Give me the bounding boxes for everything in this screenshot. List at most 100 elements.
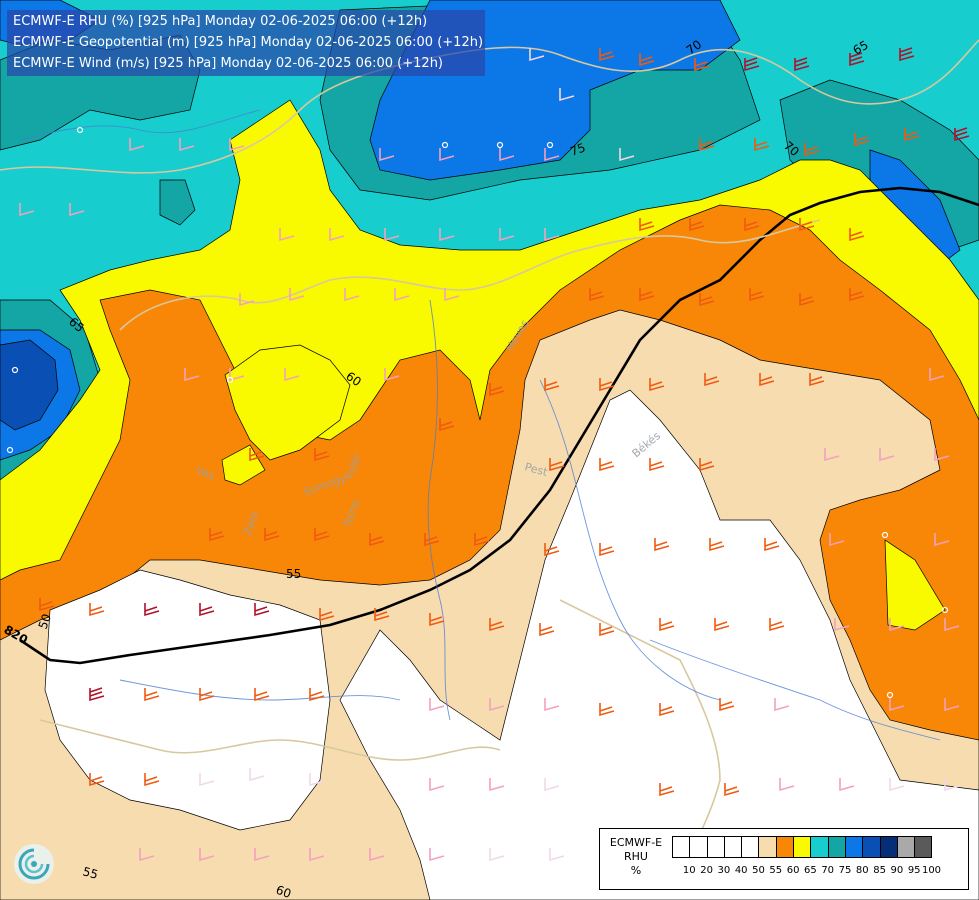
wind-barb-icon (749, 288, 765, 302)
wind-barb-icon (559, 88, 575, 102)
wind-barb-icon (804, 143, 820, 157)
wind-barb-icon (599, 623, 615, 637)
wind-barb-icon (314, 528, 330, 542)
wind-barb-icon (329, 228, 345, 242)
wind-barb-icon (369, 848, 385, 862)
wind-barb-icon (249, 448, 265, 462)
wind-barb-icon (499, 148, 515, 162)
map-title-box: ECMWF-E RHU (%) [925 hPa] Monday 02-06-2… (7, 10, 485, 76)
wind-barb-icon (589, 288, 605, 302)
wind-barb-icon (529, 48, 545, 62)
wind-barb-icon (849, 288, 865, 302)
wind-barb-icon (319, 608, 335, 622)
wind-barb-icon (69, 203, 85, 217)
wind-barb-icon (649, 458, 665, 472)
wind-barb-icon (759, 373, 775, 387)
wind-barb-icon (229, 138, 245, 152)
legend-cell (690, 836, 708, 858)
legend-color-scale (672, 836, 933, 858)
wind-calm-icon (6, 446, 14, 454)
wind-barb-icon (284, 368, 300, 382)
wind-barb-icon (199, 773, 215, 787)
wind-barb-icon (344, 288, 360, 302)
wind-barb-icon (139, 848, 155, 862)
rhu-label-55-bottom: 55 (81, 864, 99, 881)
wind-barb-icon (144, 773, 160, 787)
wind-barb-icon (249, 768, 265, 782)
place-label-pest: Pest (523, 460, 549, 479)
legend-tick-label: 55 (769, 865, 783, 876)
wind-barb-icon (439, 228, 455, 242)
wind-barb-icon (439, 148, 455, 162)
ecmwf-logo-icon (14, 844, 54, 884)
wind-barb-icon (549, 458, 565, 472)
wind-barb-icon (254, 848, 270, 862)
wind-barb-icon (209, 528, 225, 542)
legend-cell (811, 836, 829, 858)
wind-barb-icon (934, 448, 950, 462)
wind-barb-icon (429, 778, 445, 792)
wind-barb-icon (659, 618, 675, 632)
wind-barb-icon (809, 373, 825, 387)
legend-cell (828, 836, 846, 858)
wind-barb-icon (549, 848, 565, 862)
wind-barb-icon (89, 687, 105, 702)
wind-barb-icon (599, 378, 615, 392)
wind-barb-icon (699, 458, 715, 472)
title-line-rhu: ECMWF-E RHU (%) [925 hPa] Monday 02-06-2… (13, 14, 428, 29)
wind-barb-icon (709, 538, 725, 552)
legend-caption-variable: RHU (624, 850, 648, 863)
wind-barb-icon (19, 203, 35, 217)
wind-barb-icon (539, 623, 555, 637)
wind-barb-icon (544, 543, 560, 557)
legend-tick-label: 85 (873, 865, 886, 876)
wind-barb-icon (764, 538, 780, 552)
wind-barb-icon (544, 778, 560, 792)
rhu-label-55: 55 (286, 567, 301, 581)
legend-cell (880, 836, 898, 858)
rhu-band-80 (0, 339, 59, 431)
wind-barb-icon (934, 533, 950, 547)
legend-caption-unit: % (630, 864, 642, 877)
wind-barb-icon (544, 148, 560, 162)
wind-barb-icon (199, 848, 215, 862)
wind-calm-icon (496, 141, 504, 149)
wind-barb-icon (544, 698, 560, 712)
wind-barb-icon (839, 778, 855, 792)
legend-tick-label: 65 (804, 865, 817, 876)
legend-cell (915, 836, 933, 858)
place-label-vas: Vas (194, 464, 217, 483)
legend-cell (776, 836, 795, 858)
wind-calm-icon (941, 606, 949, 614)
wind-barb-icon (429, 848, 445, 862)
legend-cell (897, 836, 916, 858)
wind-barb-icon (719, 698, 735, 712)
wind-barb-icon (849, 52, 865, 67)
wind-barb-icon (489, 778, 505, 792)
rhu-band-60-pocket (221, 344, 946, 631)
legend-caption-model: ECMWF-E (609, 836, 663, 849)
wind-calm-icon (226, 376, 234, 384)
wind-barb-icon (254, 688, 270, 702)
legend-cell (845, 836, 864, 858)
wind-barb-icon (144, 603, 160, 617)
wind-barb-icon (899, 47, 915, 62)
legend-tick-label: 10 (682, 865, 696, 876)
legend-cell (794, 836, 812, 858)
wind-barb-icon (384, 368, 400, 382)
wind-barb-icon (314, 448, 330, 462)
wind-barb-icon (889, 698, 905, 712)
wind-barb-icon (544, 378, 560, 392)
wind-barb-icon (199, 688, 215, 702)
wind-calm-icon (546, 141, 554, 149)
wind-barb-icon (599, 703, 615, 717)
wind-calm-icon (76, 126, 84, 134)
rhu-label-50: 50 (36, 612, 54, 631)
wind-barb-icon (879, 448, 895, 462)
wind-barb-icon (754, 138, 770, 152)
wind-barb-icon (394, 288, 410, 302)
rhu-legend: ECMWF-E RHU % 10 20 30 40 50 55 60 65 70 75 80 85 90… (599, 828, 969, 890)
wind-barb-icon (309, 773, 325, 787)
